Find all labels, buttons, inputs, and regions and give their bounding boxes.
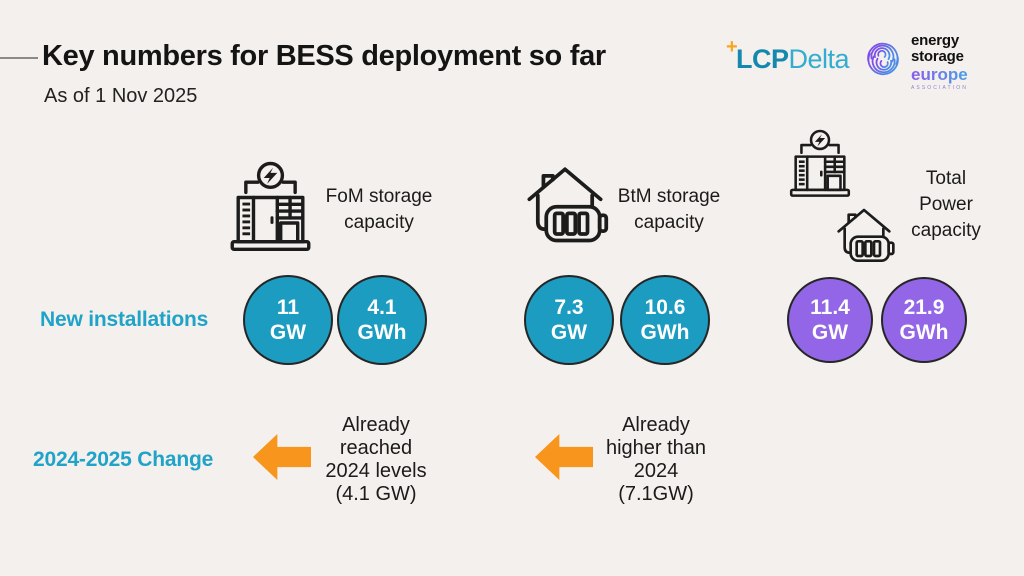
change-note-fom: Already reached 2024 levels (4.1 GW) xyxy=(325,414,427,505)
stat-circle-fom-gwh: 4.1 GWh xyxy=(337,275,427,365)
stat-circle-total-gw: 11.4 GW xyxy=(787,277,873,363)
page-title: Key numbers for BESS deployment so far xyxy=(42,40,606,72)
swirl-icon xyxy=(862,33,904,92)
row-label-change: 2024-2025 Change xyxy=(33,448,214,471)
lcpdelta-lcp-text: LCP xyxy=(736,44,789,74)
grid-battery-icon xyxy=(228,160,313,257)
energy-storage-europe-logo: energy storage europe ASSOCIATION xyxy=(862,33,968,92)
lcpdelta-logo: + LCPDelta xyxy=(726,36,850,75)
stat-circle-btm-gwh: 10.6 GWh xyxy=(620,275,710,365)
change-note-btm: Already higher than 2024 (7.1GW) xyxy=(605,414,707,505)
stat-circle-btm-gw: 7.3 GW xyxy=(524,275,614,365)
ese-text-association: ASSOCIATION xyxy=(911,85,968,91)
home-battery-icon xyxy=(516,158,614,253)
lcpdelta-delta-text: Delta xyxy=(788,44,850,74)
ese-text-energy: energy xyxy=(911,32,959,49)
lcpdelta-wordmark: LCPDelta xyxy=(726,44,850,74)
stat-circle-total-gwh: 21.9 GWh xyxy=(881,277,967,363)
ese-text-storage: storage xyxy=(911,48,964,65)
grid-battery-icon xyxy=(788,128,852,203)
page-subtitle: As of 1 Nov 2025 xyxy=(44,85,198,107)
column-label-btm: BtM storage capacity xyxy=(617,186,721,233)
column-label-fom: FoM storage capacity xyxy=(325,186,433,233)
ese-text-europe: europe xyxy=(911,65,968,84)
home-battery-icon xyxy=(830,202,898,271)
stat-circle-fom-gw: 11 GW xyxy=(243,275,333,365)
energy-storage-europe-wordmark: energy storage europe ASSOCIATION xyxy=(911,32,968,92)
row-label-new-installations: New installations xyxy=(40,308,209,331)
title-accent-line xyxy=(0,57,38,59)
lcpdelta-plus-icon: + xyxy=(726,36,738,58)
column-label-total: Total Power capacity xyxy=(911,168,981,241)
